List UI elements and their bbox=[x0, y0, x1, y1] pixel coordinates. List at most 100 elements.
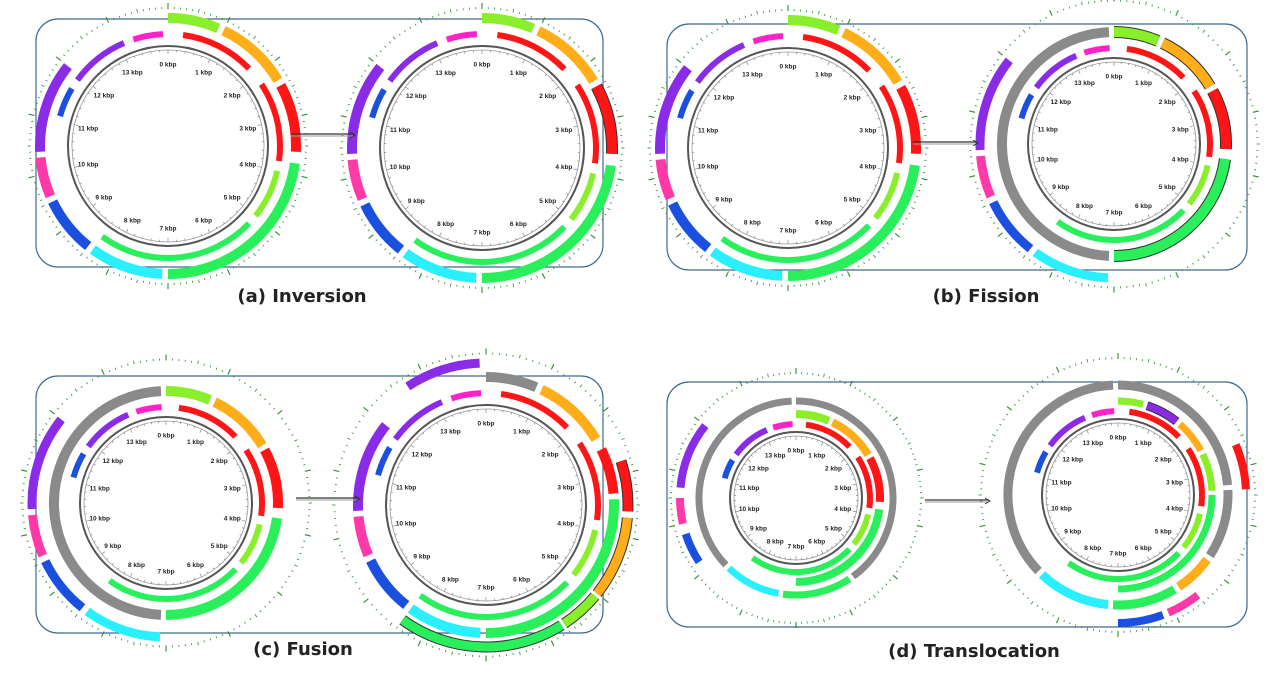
inner-tick bbox=[877, 168, 882, 170]
scale-tick bbox=[351, 575, 354, 578]
scale-tick bbox=[538, 645, 540, 648]
kbp-label: 10 kbp bbox=[698, 164, 719, 171]
scale-tick bbox=[41, 84, 45, 87]
inner-tick bbox=[852, 510, 857, 513]
inner-tick bbox=[735, 483, 740, 486]
scale-tick bbox=[38, 434, 41, 436]
scale-tick bbox=[352, 202, 355, 204]
inner-tick bbox=[455, 240, 457, 243]
scale-tick bbox=[716, 398, 719, 402]
scale-tick bbox=[604, 213, 607, 216]
inner-tick bbox=[126, 59, 129, 64]
scale-tick bbox=[1229, 58, 1232, 61]
scale-tick bbox=[303, 464, 306, 466]
scale-tick bbox=[237, 26, 240, 29]
scale-tick bbox=[671, 223, 674, 225]
scale-tick bbox=[881, 587, 884, 590]
inner-tick bbox=[855, 81, 858, 84]
scale-tick bbox=[986, 211, 989, 213]
scale-tick bbox=[1074, 363, 1077, 366]
scale-tick bbox=[133, 360, 135, 365]
kbp-label: 12 kbp bbox=[412, 451, 433, 458]
segment-red-arc bbox=[258, 82, 283, 162]
inner-tick bbox=[136, 426, 139, 429]
inner-tick bbox=[575, 533, 578, 535]
scale-tick bbox=[74, 388, 78, 392]
inner-tick bbox=[573, 125, 578, 128]
scale-tick bbox=[1239, 211, 1242, 213]
inner-tick bbox=[696, 118, 699, 120]
scale-tick bbox=[70, 610, 73, 613]
scale-tick bbox=[389, 622, 393, 626]
scale-tick bbox=[1036, 604, 1039, 607]
panel-frame-fission bbox=[666, 23, 1248, 271]
scale-tick bbox=[398, 33, 401, 36]
scale-tick bbox=[896, 423, 899, 426]
scale-tick bbox=[28, 113, 35, 117]
segment-purple-arc bbox=[694, 42, 746, 84]
inner-tick bbox=[839, 454, 842, 457]
inner-tick bbox=[451, 415, 454, 418]
scale-tick bbox=[45, 79, 48, 82]
kbp-label: 1 kbp bbox=[808, 452, 825, 459]
scale-tick bbox=[264, 398, 267, 401]
scale-tick bbox=[444, 281, 446, 285]
kbp-label: 5 kbp bbox=[224, 195, 241, 202]
scale-tick bbox=[1081, 282, 1083, 287]
kbp-label: 10 kbp bbox=[89, 516, 110, 523]
scale-tick bbox=[91, 260, 93, 263]
inner-tick bbox=[575, 475, 578, 477]
inner-tick bbox=[93, 540, 96, 543]
scale-tick bbox=[1041, 379, 1044, 382]
scale-tick bbox=[574, 626, 576, 629]
scale-tick bbox=[687, 51, 690, 54]
scale-tick bbox=[347, 104, 350, 106]
scale-tick bbox=[130, 277, 132, 281]
scale-tick bbox=[582, 243, 585, 246]
scale-tick bbox=[859, 389, 861, 392]
scale-tick bbox=[624, 563, 627, 566]
kbp-label: 0 kbp bbox=[478, 421, 495, 428]
scale-tick bbox=[525, 357, 527, 361]
scale-tick bbox=[1211, 593, 1214, 596]
inner-tick bbox=[835, 228, 838, 231]
inner-tick bbox=[1171, 87, 1174, 89]
segment-blue-arc bbox=[369, 87, 387, 119]
inner-tick bbox=[1065, 445, 1068, 447]
inner-tick bbox=[1071, 212, 1074, 215]
scale-tick bbox=[1211, 394, 1214, 397]
scale-tick bbox=[1176, 617, 1181, 624]
scale-tick bbox=[425, 643, 428, 646]
segment-cyan-arc bbox=[1038, 571, 1109, 610]
inner-tick bbox=[1070, 547, 1073, 550]
scale-tick bbox=[700, 414, 703, 417]
scale-tick bbox=[916, 468, 923, 471]
inner-tick bbox=[533, 585, 536, 588]
kbp-label: 1 kbp bbox=[1135, 80, 1152, 87]
kbp-label: 1 kbp bbox=[187, 439, 204, 446]
inner-tick bbox=[223, 68, 225, 71]
scale-tick bbox=[617, 178, 624, 181]
inner-tick bbox=[1134, 221, 1137, 224]
inner-tick bbox=[1086, 430, 1089, 434]
scale-tick bbox=[1232, 64, 1235, 66]
scale-tick bbox=[691, 246, 694, 249]
scale-tick bbox=[615, 184, 619, 186]
scale-tick bbox=[1202, 255, 1206, 259]
scale-tick bbox=[626, 557, 629, 559]
segment-purple-arc bbox=[975, 57, 1013, 151]
segment-orange-arc bbox=[1176, 556, 1211, 591]
scale-tick bbox=[586, 54, 589, 57]
inner-tick bbox=[843, 223, 845, 226]
scale-tick bbox=[299, 182, 303, 184]
scale-tick bbox=[558, 30, 561, 33]
scale-tick bbox=[863, 31, 865, 34]
segment-lime-arc bbox=[238, 523, 263, 565]
inner-tick bbox=[229, 216, 232, 219]
inner-tick bbox=[848, 526, 851, 528]
scale-tick bbox=[919, 184, 923, 186]
inner-tick bbox=[1041, 104, 1044, 107]
scale-tick bbox=[556, 637, 559, 640]
scale-tick bbox=[1221, 48, 1224, 51]
scale-tick bbox=[750, 279, 752, 283]
